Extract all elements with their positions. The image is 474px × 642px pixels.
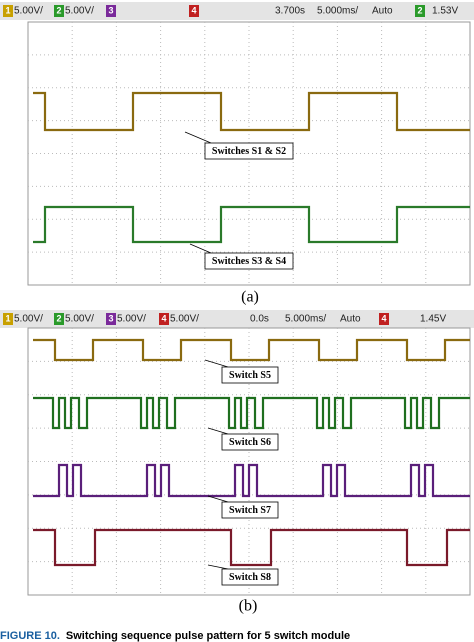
status-bar — [0, 310, 474, 328]
channel-box — [159, 313, 169, 325]
waveform — [33, 205, 470, 244]
pointer — [189, 243, 212, 254]
status-text: 3.700s — [275, 6, 305, 17]
status-text: 5.00V/ — [14, 6, 43, 17]
channel-number: 4 — [191, 5, 196, 15]
status-text: Auto — [340, 314, 361, 325]
pointer — [184, 131, 212, 144]
pointer — [207, 495, 229, 503]
waveform — [33, 463, 470, 498]
status-text: 5.00V/ — [65, 314, 94, 325]
status-text: 0.0s — [250, 314, 269, 325]
channel-number: 4 — [381, 313, 386, 323]
label-text: Switch S7 — [229, 505, 271, 516]
label-text: Switches S3 & S4 — [212, 256, 286, 267]
status-bar — [0, 2, 474, 20]
status-text: 5.00V/ — [117, 314, 146, 325]
channel-number: 2 — [417, 5, 422, 15]
label-text: Switch S5 — [229, 370, 271, 381]
label-box — [221, 366, 279, 384]
channel-box — [415, 5, 425, 17]
label-box — [204, 142, 294, 160]
status-text: 5.000ms/ — [285, 314, 326, 325]
status-text: 5.00V/ — [170, 314, 199, 325]
caption-number: FIGURE 10. — [0, 630, 60, 642]
waveform — [33, 528, 470, 567]
waveform — [33, 91, 470, 132]
channel-box — [3, 313, 13, 325]
channel-box — [3, 5, 13, 17]
pointer — [204, 359, 229, 368]
status-text: 5.00V/ — [65, 6, 94, 17]
channel-box — [54, 313, 64, 325]
status-text: 1.53V — [432, 6, 458, 17]
channel-number: 3 — [108, 5, 113, 15]
channel-number: 2 — [56, 313, 61, 323]
channel-number: 1 — [5, 5, 10, 15]
figure-caption: FIGURE 10. Switching sequence pulse patte… — [0, 630, 350, 642]
channel-number: 3 — [108, 313, 113, 323]
caption-text: Switching sequence pulse pattern for 5 s… — [66, 630, 350, 642]
label-box — [221, 433, 279, 451]
subfigure-caption: (a) — [241, 289, 259, 306]
channel-number: 4 — [161, 313, 166, 323]
label-box — [221, 501, 279, 519]
label-text: Switch S8 — [229, 572, 271, 583]
status-text: 5.000ms/ — [317, 6, 358, 17]
pointer — [207, 564, 229, 570]
channel-box — [54, 5, 64, 17]
status-text: 1.45V — [420, 314, 446, 325]
channel-box — [106, 313, 116, 325]
subfigure-caption: (b) — [239, 598, 258, 615]
channel-number: 1 — [5, 313, 10, 323]
channel-box — [379, 313, 389, 325]
channel-box — [106, 5, 116, 17]
status-text: Auto — [372, 6, 393, 17]
status-text: 5.00V/ — [14, 314, 43, 325]
waveform — [33, 338, 470, 362]
channel-box — [189, 5, 199, 17]
label-text: Switch S6 — [229, 437, 271, 448]
label-box — [204, 252, 294, 270]
channel-number: 2 — [56, 5, 61, 15]
pointer — [207, 427, 229, 435]
label-box — [221, 568, 279, 586]
label-text: Switches S1 & S2 — [212, 146, 286, 157]
waveform — [33, 396, 470, 430]
